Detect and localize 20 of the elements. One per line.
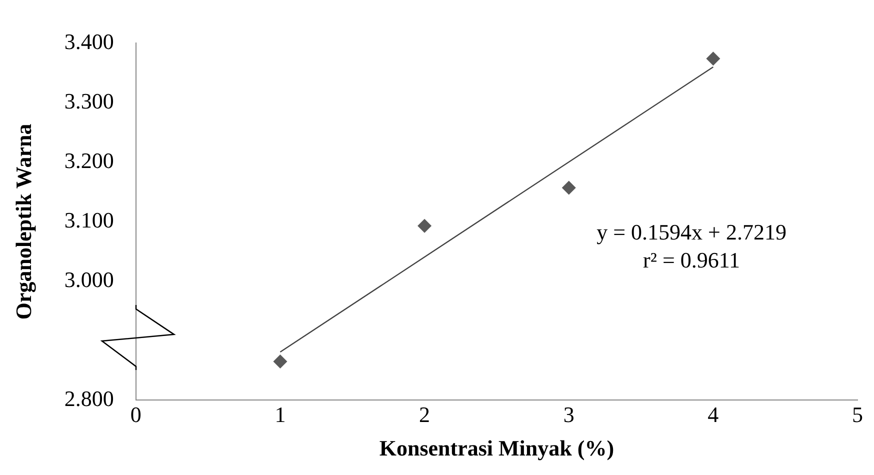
point bbox=[706, 52, 720, 66]
y-tick-label: 3.100 bbox=[64, 207, 114, 232]
annotation: r² = 0.9611 bbox=[643, 247, 740, 272]
x-tick-label: 3 bbox=[563, 402, 574, 428]
y-tick-label: 3.000 bbox=[64, 266, 114, 292]
x-axis-title: Konsentrasi Minyak (%) bbox=[379, 435, 614, 460]
y-axis-title: Organoleptik Warna bbox=[10, 124, 36, 320]
x-tick-label: 0 bbox=[130, 402, 142, 428]
y-tick-label: 3.300 bbox=[64, 88, 114, 114]
x-tick-label: 2 bbox=[419, 402, 430, 428]
x-tick-label: 5 bbox=[852, 402, 863, 428]
x-tick-label: 1 bbox=[274, 402, 286, 428]
y-tick-label: 3.400 bbox=[64, 28, 114, 54]
y-tick-label: 2.800 bbox=[64, 386, 114, 411]
point bbox=[273, 354, 288, 369]
annotation: y = 0.1594x + 2.7219 bbox=[596, 219, 786, 244]
y-tick-label: 3.200 bbox=[64, 148, 114, 173]
point bbox=[418, 218, 432, 233]
x-tick-label: 4 bbox=[708, 402, 719, 428]
point bbox=[562, 180, 576, 195]
